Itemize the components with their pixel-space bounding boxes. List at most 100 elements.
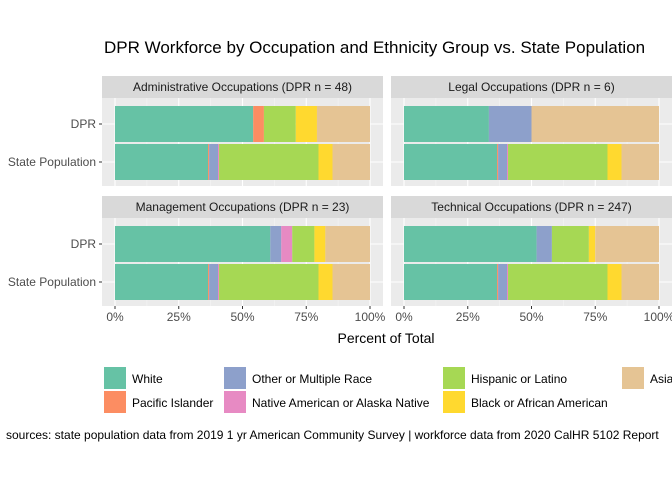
legend-key <box>104 391 126 413</box>
bar-segment <box>292 226 315 262</box>
bar-segment <box>218 144 220 180</box>
legend-item: Native American or Alaska Native <box>224 391 430 413</box>
bar-segment <box>497 144 499 180</box>
bar-segment <box>318 264 333 300</box>
legend-item: Pacific Islander <box>104 391 213 413</box>
y-tick-label: DPR <box>71 117 97 131</box>
bar-segment <box>325 226 370 262</box>
facet-strip <box>102 196 383 218</box>
bar-segment <box>507 144 509 180</box>
facet-strip <box>102 76 383 98</box>
bar-segment <box>497 264 499 300</box>
y-tick-label: DPR <box>71 237 97 251</box>
y-tick-label: State Population <box>8 155 96 169</box>
bar-segment <box>281 226 293 262</box>
bar-segment <box>332 144 370 180</box>
bar-segment <box>209 264 219 300</box>
bar-segment <box>551 226 589 262</box>
legend-label: Black or African American <box>471 396 608 410</box>
bar-segment <box>295 106 317 142</box>
bar-segment <box>218 264 220 300</box>
bar-segment <box>508 264 608 300</box>
bar-segment <box>508 144 608 180</box>
facet-strip <box>391 76 672 98</box>
x-tick-label: 75% <box>583 310 607 324</box>
facet-title: Legal Occupations (DPR n = 6) <box>448 80 614 94</box>
bar-segment <box>536 226 552 262</box>
bar-segment <box>621 144 659 180</box>
legend: White Pacific Islander Other or Multiple R… <box>104 367 672 413</box>
bar-segment <box>270 226 282 262</box>
facet-panel: Technical Occupations (DPR n = 247) 0% 25%… <box>391 196 672 324</box>
bar-segment <box>498 264 508 300</box>
x-tick-label: 100% <box>644 310 672 324</box>
chart-title: DPR Workforce by Occupation and Ethnicit… <box>104 38 645 57</box>
bar-segment <box>404 106 489 142</box>
facet-panels: Administrative Occupations (DPR n = 48) D… <box>8 76 672 324</box>
bar-segment <box>588 226 596 262</box>
bar-segment <box>263 106 296 142</box>
bar-segment <box>595 226 659 262</box>
bar-segment <box>507 264 509 300</box>
x-tick-label: 100% <box>355 310 386 324</box>
legend-item: White <box>104 367 163 389</box>
bar-segment <box>219 264 319 300</box>
legend-label: White <box>132 372 163 386</box>
bar-segment <box>621 264 659 300</box>
legend-label: Hispanic or Latino <box>471 372 567 386</box>
bar-segment <box>607 144 622 180</box>
x-tick-label: 50% <box>230 310 254 324</box>
bar-segment <box>115 264 209 300</box>
x-tick-label: 75% <box>294 310 318 324</box>
bar-segment <box>607 264 622 300</box>
facet-title: Management Occupations (DPR n = 23) <box>136 200 350 214</box>
bar-segment <box>404 264 498 300</box>
x-tick-label: 0% <box>395 310 413 324</box>
facet-title: Technical Occupations (DPR n = 247) <box>431 200 631 214</box>
bar-segment <box>404 226 537 262</box>
facet-panel: Legal Occupations (DPR n = 6) <box>391 76 672 186</box>
legend-key <box>104 367 126 389</box>
legend-key <box>622 367 644 389</box>
facet-title: Administrative Occupations (DPR n = 48) <box>133 80 352 94</box>
legend-key <box>224 391 246 413</box>
bar-segment <box>531 106 659 142</box>
legend-label: Native American or Alaska Native <box>252 396 430 410</box>
facet-panel: Management Occupations (DPR n = 23) DPR St… <box>8 196 386 324</box>
legend-key <box>443 367 465 389</box>
legend-label: Other or Multiple Race <box>252 372 372 386</box>
x-tick-label: 25% <box>167 310 191 324</box>
legend-label: Asian <box>650 372 672 386</box>
bar-segment <box>316 106 370 142</box>
facet-strip <box>391 196 672 218</box>
legend-key <box>224 367 246 389</box>
bar-segment <box>314 226 326 262</box>
bar-segment <box>404 144 498 180</box>
bar-segment <box>208 264 210 300</box>
bar-segment <box>115 106 254 142</box>
bar-segment <box>488 106 532 142</box>
bar-segment <box>209 144 219 180</box>
bar-segment <box>115 226 271 262</box>
x-tick-label: 25% <box>456 310 480 324</box>
chart-caption: sources: state population data from 2019… <box>6 428 659 442</box>
legend-key <box>443 391 465 413</box>
bar-segment <box>115 144 209 180</box>
x-tick-label: 50% <box>519 310 543 324</box>
legend-item: Hispanic or Latino <box>443 367 567 389</box>
x-axis-title: Percent of Total <box>337 330 434 346</box>
bar-segment <box>332 264 370 300</box>
legend-item: Black or African American <box>443 391 608 413</box>
legend-item: Other or Multiple Race <box>224 367 372 389</box>
facet-panel: Administrative Occupations (DPR n = 48) D… <box>8 76 383 186</box>
bar-segment <box>498 144 508 180</box>
bar-segment <box>253 106 264 142</box>
bar-segment <box>208 144 210 180</box>
bar-segment <box>318 144 333 180</box>
x-tick-label: 0% <box>106 310 124 324</box>
bar-segment <box>219 144 319 180</box>
legend-label: Pacific Islander <box>132 396 213 410</box>
legend-item: Asian <box>622 367 672 389</box>
y-tick-label: State Population <box>8 275 96 289</box>
